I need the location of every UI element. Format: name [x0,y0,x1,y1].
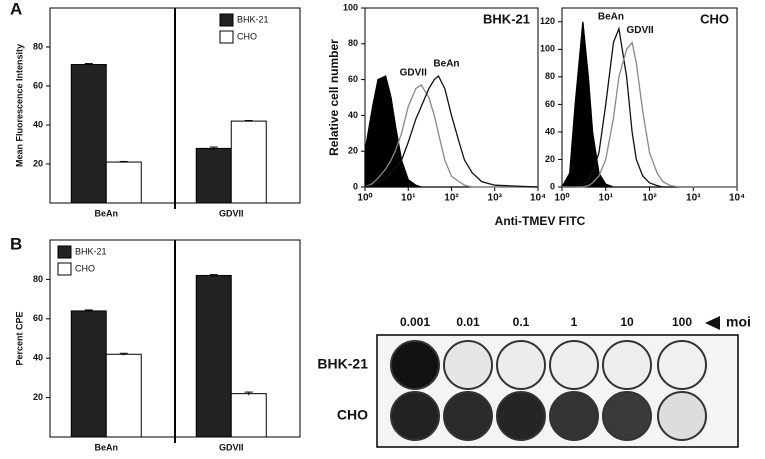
legend-label: CHO [237,31,257,41]
x-tick-label: 10² [642,193,657,204]
x-tick-label: 10⁰ [357,193,372,204]
histogram-line [562,26,737,188]
y-tick-label: 40 [545,126,555,136]
legend-swatch [219,30,234,44]
y-tick-label: 100 [343,2,358,12]
y-tick-label: 20 [545,154,555,164]
legend-label: BHK-21 [75,246,107,256]
x-tick-label: GDVII [219,442,244,452]
bar [70,64,107,204]
y-tick-label: 40 [33,119,43,129]
well [657,391,707,441]
bar [195,274,232,438]
y-tick-label: 0 [550,181,555,191]
filled-histogram [560,21,737,188]
y-tick-label: 80 [33,274,43,284]
legend-swatch [57,262,72,276]
chart-title: CHO [700,11,729,26]
panel-label: A [10,0,22,18]
well [443,340,493,390]
panel-label: B [10,234,22,253]
bar [105,353,142,438]
x-tick-label: 10⁰ [554,193,569,204]
bar [105,161,142,204]
moi-axis-label: moi [726,314,751,330]
histogram-line [562,40,737,188]
moi-label: 0.01 [456,315,480,329]
curve-label: BeAn [433,59,459,70]
legend-swatch [219,13,234,27]
legend-swatch [57,245,72,259]
y-tick-label: 100 [540,44,555,54]
legend-label: CHO [75,263,95,273]
y-tick-label: 40 [33,353,43,363]
x-tick-label: 10⁴ [729,193,745,204]
y-tick-label: 60 [33,313,43,323]
curve-label: GDVII [400,68,427,79]
x-tick-label: 10³ [488,193,503,204]
x-axis-label: Anti-TMEV FITC [495,214,586,228]
histogram-line [364,74,539,188]
bar [230,393,267,438]
well [390,391,440,441]
x-tick-label: BeAn [94,208,118,218]
row-label: BHK-21 [317,356,368,372]
bar [70,310,107,438]
y-tick-label: 60 [33,80,43,90]
well [602,340,652,390]
well [549,391,599,441]
legend-label: BHK-21 [237,14,269,24]
y-tick-label: 60 [545,99,555,109]
filled-histogram [364,75,538,188]
y-tick-label: 60 [348,74,358,84]
moi-label: 0.001 [400,315,430,329]
moi-label: 0.1 [513,315,530,329]
x-tick-label: 10¹ [401,193,416,204]
y-axis-label: Mean Fluorescence Intensity [14,44,24,167]
histogram-line [364,84,538,188]
y-tick-label: 80 [348,38,358,48]
moi-label: 100 [672,315,692,329]
curve-label: BeAn [598,11,624,22]
y-tick-label: 120 [540,16,555,26]
well [443,391,493,441]
moi-label: 10 [620,315,634,329]
y-tick-label: 80 [545,71,555,81]
bar [230,120,267,204]
x-tick-label: 10⁴ [530,193,546,204]
well [390,340,440,390]
y-tick-label: 20 [33,392,43,402]
x-tick-label: BeAn [94,442,118,452]
y-tick-label: 0 [353,181,358,191]
well [496,391,546,441]
well [602,391,652,441]
moi-arrow [705,316,720,330]
well [496,340,546,390]
y-axis-label: Relative cell number [327,39,341,156]
chart-title: BHK-21 [483,11,530,26]
well [549,340,599,390]
y-tick-label: 80 [33,41,43,51]
y-axis-label: Percent CPE [14,311,24,365]
x-tick-label: 10³ [686,193,701,204]
y-tick-label: 40 [348,110,358,120]
well [657,340,707,390]
y-tick-label: 20 [348,146,358,156]
x-tick-label: 10¹ [599,193,614,204]
curve-label: GDVII [626,25,653,36]
row-label: CHO [337,407,368,423]
bar [195,147,232,204]
moi-label: 1 [571,315,578,329]
x-tick-label: 10² [444,193,459,204]
y-tick-label: 20 [33,158,43,168]
x-tick-label: GDVII [219,208,244,218]
